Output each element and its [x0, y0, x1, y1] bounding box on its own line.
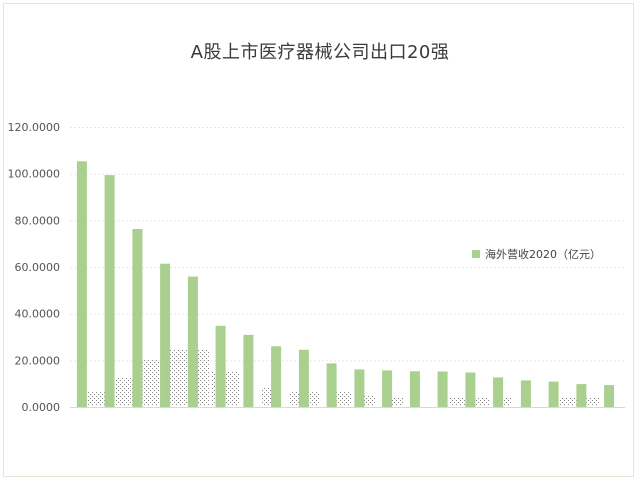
y-tick-label: 120.0000 — [8, 121, 61, 134]
bar — [243, 334, 254, 407]
watermark-dots — [360, 396, 376, 406]
bar — [298, 349, 309, 407]
chart-title: A股上市医疗器械公司出口20强 — [190, 42, 450, 63]
bar — [604, 385, 615, 407]
bars — [76, 161, 615, 407]
watermark-dots — [88, 392, 106, 406]
legend-label: 海外营收2020（亿元） — [485, 247, 601, 261]
bar — [354, 369, 365, 407]
y-axis-ticks: 120.0000 100.0000 80.0000 60.0000 40.0000 20.… — [8, 121, 61, 414]
bar — [326, 363, 337, 407]
bar — [548, 381, 559, 407]
y-tick-label: 20.0000 — [15, 354, 61, 367]
bar — [76, 161, 87, 407]
bar — [409, 371, 420, 407]
bar — [215, 325, 226, 407]
bar — [465, 372, 476, 407]
bar — [187, 276, 198, 407]
bar — [576, 384, 587, 407]
y-tick-label: 60.0000 — [15, 261, 61, 274]
bar — [271, 346, 282, 407]
watermark-dots — [500, 398, 512, 406]
watermark-dots — [335, 392, 351, 406]
y-tick-label: 80.0000 — [15, 214, 61, 227]
watermark-dots — [390, 398, 404, 406]
bar — [493, 377, 504, 407]
bar — [132, 229, 143, 407]
bar — [104, 175, 115, 407]
legend: 海外营收2020（亿元） — [472, 247, 601, 261]
y-tick-label: 40.0000 — [15, 308, 61, 321]
y-tick-label: 100.0000 — [8, 168, 61, 181]
bar — [520, 380, 531, 407]
bar — [437, 371, 448, 407]
watermark-dots — [115, 378, 135, 406]
y-tick-label: 0.0000 — [22, 401, 61, 414]
legend-swatch — [472, 250, 480, 258]
bar — [160, 263, 171, 407]
bar — [382, 370, 393, 407]
